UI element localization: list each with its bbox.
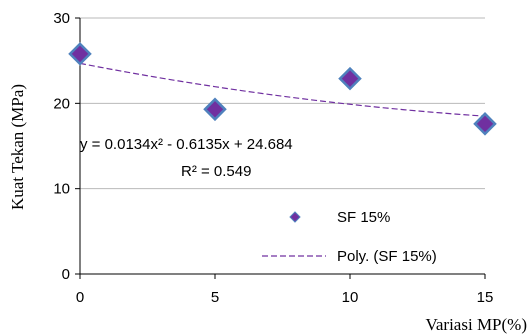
data-point-marker [203,97,227,122]
trendline-equation: y = 0.0134x² - 0.6135x + 24.684 [80,136,293,153]
y-tick-label: 20 [53,95,70,112]
trendline [79,62,486,117]
x-tick-labels: 0 5 10 15 [76,274,494,306]
data-point-marker [338,66,362,91]
data-point-marker [473,112,497,136]
x-tick-label: 15 [477,289,494,306]
data-point-marker [68,42,92,66]
x-axis-title: Variasi MP(%) [425,315,527,334]
data-markers [68,42,497,136]
legend-label-series: SF 15% [337,209,390,226]
legend-diamond-icon [289,211,301,223]
gridlines [80,17,485,190]
y-tick-label: 10 [53,181,70,198]
x-tick-label: 0 [76,289,84,306]
r-squared-label: R² = 0.549 [181,163,251,180]
x-tick-label: 10 [342,289,359,306]
legend-label-trendline: Poly. (SF 15%) [337,248,437,265]
y-tick-labels: 0 10 20 30 [53,10,80,283]
y-axis-title: Kuat Tekan (MPa) [8,84,27,210]
y-tick-label: 0 [62,266,70,283]
y-tick-label: 30 [53,10,70,27]
legend: SF 15% Poly. (SF 15%) [262,209,437,265]
x-tick-label: 5 [211,289,219,306]
